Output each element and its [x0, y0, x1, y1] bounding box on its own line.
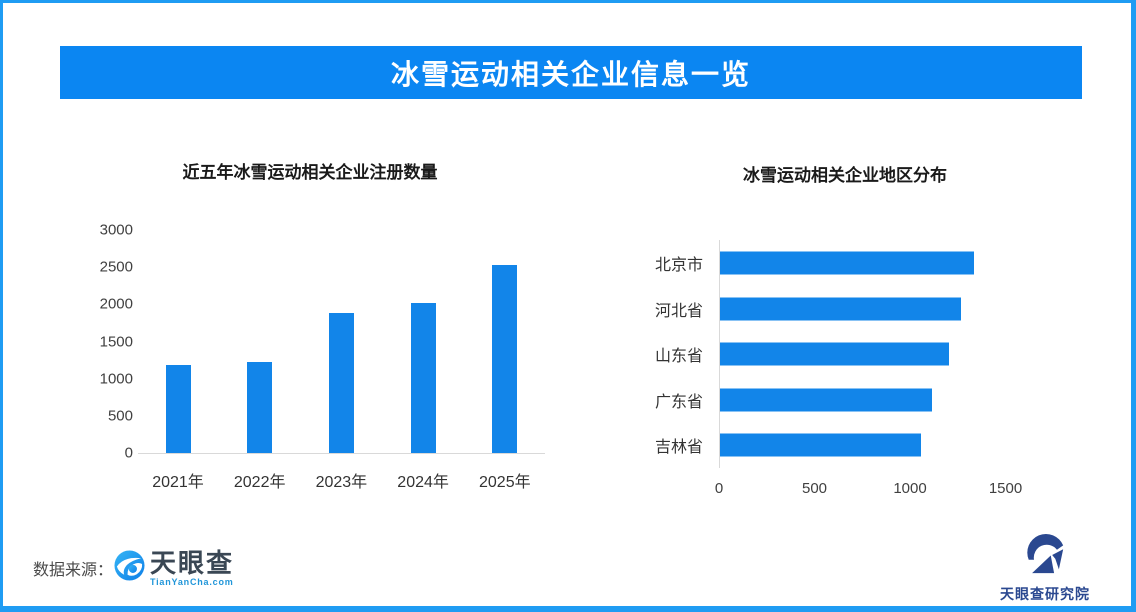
region-bar-北京市: [720, 251, 975, 275]
right-chart-xtick-1500: 1500: [988, 480, 1023, 497]
right-chart-category-北京市: 北京市: [654, 257, 703, 274]
tianyancha-logo-text: 天眼查: [150, 548, 235, 578]
left-chart-xlabel-2021年: 2021年: [152, 474, 204, 491]
region-bar-吉林省: [720, 433, 921, 457]
right-chart-xtick-1000: 1000: [893, 480, 927, 497]
right-chart-xtick-0: 0: [714, 480, 724, 497]
left-chart-ytick-500: 500: [107, 407, 133, 425]
registrations-bar-2021年: [165, 365, 191, 453]
left-chart-xlabel-2022年: 2022年: [233, 474, 286, 491]
research-institute-icon: [1027, 533, 1064, 574]
research-institute-name: 天眼查研究院: [1000, 586, 1090, 602]
left-chart-ytick-2500: 2500: [99, 258, 133, 276]
left-chart-xlabel-2024年: 2024年: [397, 474, 449, 491]
registrations-bar-2024年: [410, 302, 436, 453]
region-bar-河北省: [720, 297, 961, 320]
left-chart-ytick-0: 0: [124, 444, 133, 462]
left-chart-xlabel-2023年: 2023年: [315, 474, 368, 491]
right-chart-category-广东省: 广东省: [654, 393, 703, 411]
right-chart-category-吉林省: 吉林省: [654, 439, 703, 456]
left-chart-ytick-2000: 2000: [99, 295, 133, 313]
registrations-bar-2023年: [328, 313, 354, 453]
page-title-banner: 冰雪运动相关企业信息一览: [60, 46, 1082, 99]
left-chart-ytick-3000: 3000: [99, 221, 133, 239]
left-chart-ytick-1500: 1500: [99, 333, 133, 350]
registrations-chart-title: 近五年冰雪运动相关企业注册数量: [182, 163, 438, 182]
right-chart-y-axis-line: [719, 240, 720, 468]
left-chart-x-axis-line: [138, 453, 545, 454]
tianyancha-logo-domain: TianYanCha.com: [150, 577, 234, 587]
tianyancha-logo-icon: [114, 550, 145, 581]
region-bar-山东省: [720, 342, 950, 366]
page-title: 冰雪运动相关企业信息一览: [390, 58, 751, 90]
data-source-label: 数据来源：: [33, 562, 114, 579]
left-chart-ytick-1000: 1000: [99, 370, 133, 388]
tianyancha-logo: 天眼查 TianYanCha.com: [114, 550, 234, 587]
right-chart-category-河北省: 河北省: [654, 302, 703, 320]
registrations-bar-2025年: [492, 264, 518, 453]
region-chart-title: 冰雪运动相关企业地区分布: [743, 166, 947, 185]
research-institute-logo: 天眼查研究院: [996, 533, 1094, 604]
region-bar-广东省: [720, 388, 932, 411]
right-chart-category-山东省: 山东省: [654, 348, 703, 365]
right-chart-xtick-500: 500: [801, 480, 828, 497]
left-chart-xlabel-2025年: 2025年: [478, 474, 531, 491]
registrations-bar-2022年: [247, 361, 273, 453]
